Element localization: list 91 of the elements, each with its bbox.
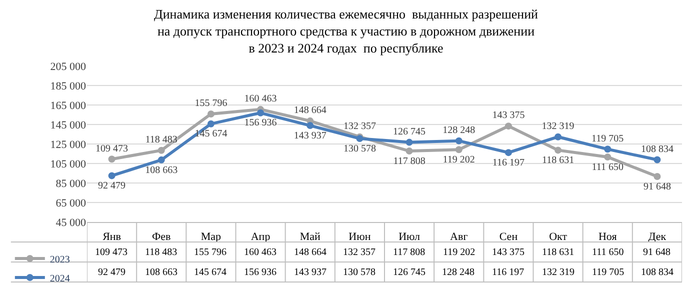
point <box>455 137 462 144</box>
x-tick-label: Янв <box>102 231 121 244</box>
point <box>406 138 413 146</box>
data-label: 119 202 <box>443 247 476 258</box>
data-label: 128 248 <box>442 267 474 278</box>
x-tick-label: Ноя <box>598 231 617 244</box>
point <box>257 109 264 116</box>
x-tick-label: Мар <box>200 231 222 244</box>
y-tick-label: 85 000 <box>56 178 86 190</box>
text: 155 796 <box>194 98 228 110</box>
point <box>158 146 165 154</box>
chart-title: Динамика изменения количества ежемесячно выданных разрешений на допуск транспортного средства к участию в дорожном движении в 2023 и 2024 годах по республике <box>154 6 538 56</box>
data-label: 126 745 <box>393 267 426 278</box>
point <box>207 110 214 118</box>
point <box>207 120 214 128</box>
point <box>504 149 512 156</box>
point <box>504 122 512 130</box>
x-tick-label: Авг <box>450 231 468 244</box>
text: 109 473 <box>96 143 128 154</box>
x-tick-label: Дек <box>648 231 667 244</box>
x-tick-label: Апр <box>250 231 271 244</box>
point <box>654 173 661 180</box>
data-label: 92 479 <box>98 267 126 278</box>
text: 132 357 <box>343 120 376 132</box>
text: 118 483 <box>145 134 178 146</box>
point <box>654 156 661 164</box>
data-label: 155 796 <box>194 247 226 258</box>
data-label: 145 674 <box>194 267 226 278</box>
y-tick-label: 185 000 <box>50 80 86 92</box>
x-tick-label: Окт <box>549 231 568 244</box>
text: 116 197 <box>492 157 525 168</box>
point <box>554 133 562 140</box>
data-label: 130 578 <box>343 267 376 278</box>
data-label: 116 197 <box>492 267 524 278</box>
legend-label: 2024 <box>50 273 70 284</box>
data-label: 118 631 <box>542 247 574 258</box>
text: 143 375 <box>492 110 525 122</box>
data-label: 156 936 <box>244 267 276 278</box>
data-label: 119 705 <box>592 267 624 278</box>
legend-label: 2023 <box>50 254 70 266</box>
x-tick-label: Июн <box>348 231 371 244</box>
text: 118 631 <box>542 155 574 166</box>
text: 126 745 <box>393 126 426 138</box>
data-label: 109 473 <box>95 247 128 258</box>
data-label: 160 463 <box>244 247 276 258</box>
point <box>406 148 413 155</box>
text: 108 663 <box>145 164 178 176</box>
point <box>306 122 314 130</box>
point <box>604 146 612 153</box>
x-tick-label: Май <box>300 231 321 244</box>
data-label: 108 834 <box>641 267 674 278</box>
data-label: 108 663 <box>145 267 178 278</box>
y-tick-label: 205 000 <box>50 60 86 73</box>
point <box>108 172 116 180</box>
data-label: 148 664 <box>294 247 326 258</box>
text: 160 463 <box>244 94 277 105</box>
x-tick-label: Фев <box>152 231 171 244</box>
data-label: 111 650 <box>592 247 624 258</box>
text: 119 705 <box>592 133 624 144</box>
point <box>158 156 165 164</box>
y-tick-label: 65 000 <box>56 197 86 210</box>
text: 130 578 <box>343 143 376 154</box>
text: 92 479 <box>98 180 126 192</box>
data-label: 117 808 <box>393 247 426 258</box>
data-label: 132 357 <box>343 247 376 258</box>
text: 143 937 <box>294 130 326 142</box>
data-label: 91 648 <box>643 247 670 258</box>
x-tick-label: Сен <box>499 231 518 244</box>
y-tick-label: 165 000 <box>50 100 86 112</box>
data-label: 118 483 <box>145 247 178 258</box>
data-label: 132 319 <box>542 267 574 278</box>
text: 111 650 <box>592 162 624 173</box>
x-tick-label: Июл <box>398 231 420 244</box>
text: 108 834 <box>640 144 674 155</box>
data-label: 143 375 <box>492 247 524 258</box>
text: 148 664 <box>294 105 326 116</box>
text: 156 936 <box>244 118 277 129</box>
text: 128 248 <box>442 124 476 136</box>
data-label: 143 937 <box>294 267 326 278</box>
point <box>108 156 116 163</box>
y-tick-label: 45 000 <box>56 216 86 229</box>
text: 132 319 <box>542 120 574 132</box>
point <box>455 146 462 154</box>
text: 119 202 <box>442 154 475 166</box>
text: 91 648 <box>643 181 671 192</box>
text: 117 808 <box>393 156 426 167</box>
y-tick-label: 145 000 <box>50 119 86 132</box>
y-tick-label: 105 000 <box>50 158 86 170</box>
point <box>554 146 562 154</box>
point <box>604 154 612 161</box>
y-tick-label: 125 000 <box>50 138 86 151</box>
